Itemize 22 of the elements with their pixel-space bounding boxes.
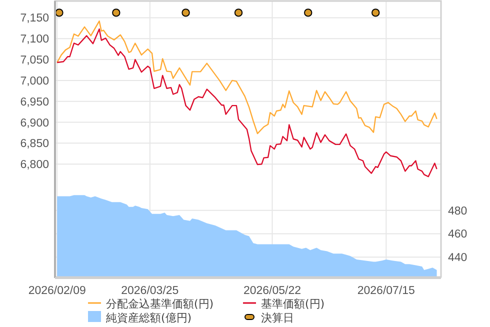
y-tick-label: 6,800 xyxy=(20,159,49,172)
y-tick-label: 7,150 xyxy=(20,12,49,25)
legend-item: 決算日 xyxy=(244,312,294,324)
legend-item: 純資産総額(億円) xyxy=(88,311,192,324)
y-tick-label: 7,050 xyxy=(20,54,49,67)
legend-item: 分配金込基準価額(円) xyxy=(88,298,214,310)
y2-tick-label: 480 xyxy=(448,205,468,218)
x-tick-label: 2026/07/15 xyxy=(357,285,415,297)
y-tick-label: 7,100 xyxy=(20,34,49,46)
legend-label: 基準価額(円) xyxy=(261,298,325,310)
x-tick-label: 2026/05/22 xyxy=(243,285,302,297)
y2-tick-label: 440 xyxy=(448,252,468,264)
y2-tick-label: 460 xyxy=(448,228,468,241)
y-tick-label: 6,950 xyxy=(20,96,49,108)
y-tick-label: 6,850 xyxy=(20,138,49,150)
x-tick-label: 2026/02/09 xyxy=(28,285,86,297)
y-tick-label: 7,000 xyxy=(20,75,49,88)
legend-label: 決算日 xyxy=(261,312,294,324)
legend-label: 純資産総額(億円) xyxy=(106,312,192,324)
x-tick-label: 2026/03/25 xyxy=(121,285,179,297)
y-tick-label: 6,900 xyxy=(20,117,49,130)
legend-item: 基準価額(円) xyxy=(243,298,325,310)
